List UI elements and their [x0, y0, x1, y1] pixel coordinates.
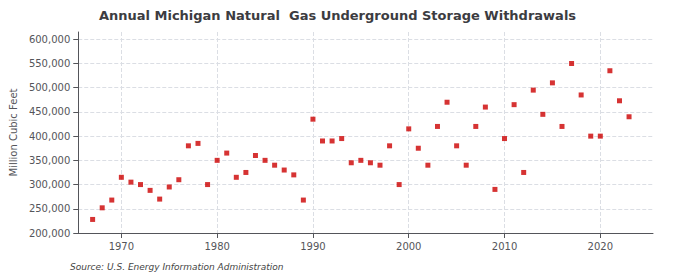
- svg-text:1970: 1970: [109, 241, 134, 252]
- svg-text:1990: 1990: [300, 241, 325, 252]
- svg-text:Annual Michigan Natural Gas U: Annual Michigan Natural Gas Underground …: [99, 8, 576, 23]
- svg-text:500,000: 500,000: [29, 82, 70, 93]
- svg-text:2010: 2010: [492, 241, 517, 252]
- svg-text:450,000: 450,000: [29, 106, 70, 117]
- svg-text:400,000: 400,000: [29, 131, 70, 142]
- svg-text:200,000: 200,000: [29, 228, 70, 239]
- svg-text:Million Cubic Feet: Million Cubic Feet: [8, 88, 19, 176]
- svg-text:2020: 2020: [588, 241, 613, 252]
- svg-text:600,000: 600,000: [29, 34, 70, 45]
- svg-text:350,000: 350,000: [29, 155, 70, 166]
- svg-text:300,000: 300,000: [29, 179, 70, 190]
- svg-text:Source: U.S. Energy Informatio: Source: U.S. Energy Information Administ…: [70, 262, 284, 272]
- svg-text:1980: 1980: [204, 241, 229, 252]
- svg-text:550,000: 550,000: [29, 58, 70, 69]
- svg-text:2000: 2000: [396, 241, 421, 252]
- svg-text:250,000: 250,000: [29, 203, 70, 214]
